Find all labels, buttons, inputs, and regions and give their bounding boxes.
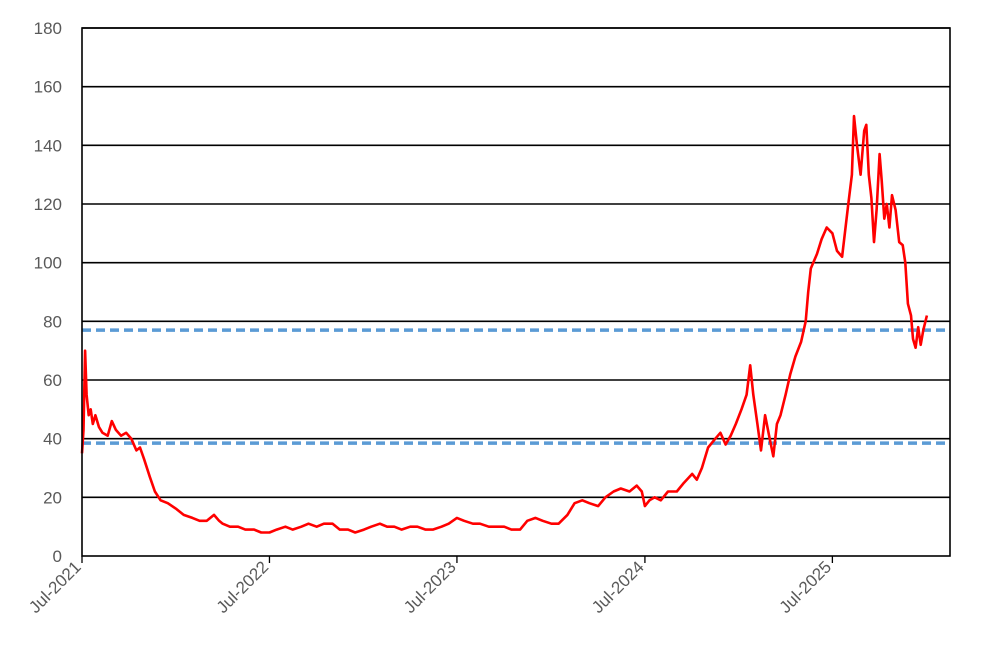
y-axis-tick-labels: 0 20 40 60 80 100 120 140 160 180: [34, 19, 62, 566]
y-tick-label: 140: [34, 136, 62, 155]
x-tick-label: Jul-2024: [588, 557, 648, 617]
plot-area-border: [81, 27, 951, 557]
y-tick-label: 160: [34, 78, 62, 97]
x-tick-label: Jul-2025: [776, 557, 836, 617]
y-tick-label: 40: [43, 430, 62, 449]
y-tick-label: 100: [34, 254, 62, 273]
series-line: [80, 114, 929, 534]
x-tick-label: Jul-2021: [25, 557, 85, 617]
reference-lines: [82, 328, 950, 445]
y-tick-label: 0: [53, 547, 62, 566]
y-tick-label: 180: [34, 19, 62, 38]
x-tick-label: Jul-2023: [400, 557, 460, 617]
axes: [81, 27, 951, 563]
x-axis-tick-labels: Jul-2021 Jul-2022 Jul-2023 Jul-2024 Jul-2025: [25, 557, 835, 617]
y-tick-label: 120: [34, 195, 62, 214]
y-tick-label: 20: [43, 488, 62, 507]
y-tick-label: 80: [43, 312, 62, 331]
x-tick-label: Jul-2022: [213, 557, 273, 617]
data-series: [80, 114, 929, 534]
y-tick-label: 60: [43, 371, 62, 390]
gridlines: [82, 27, 950, 499]
